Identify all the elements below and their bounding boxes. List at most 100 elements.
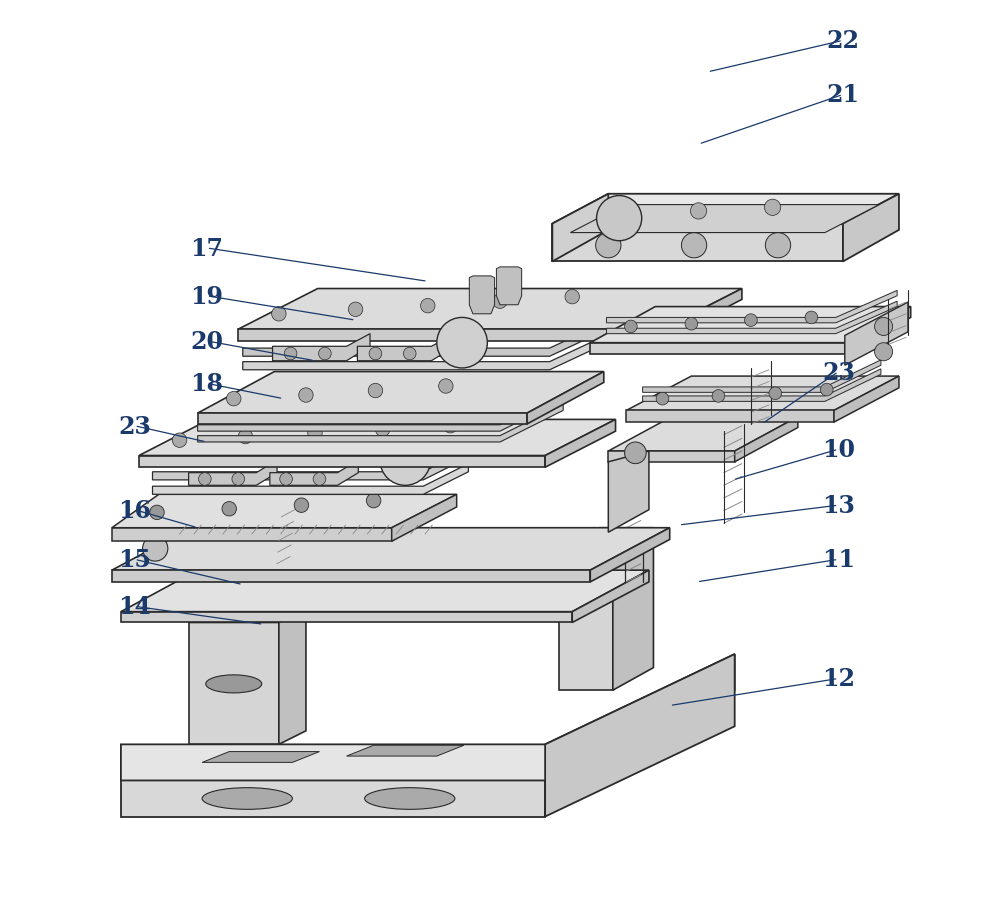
- Text: 19: 19: [190, 284, 223, 309]
- Polygon shape: [552, 224, 843, 262]
- Circle shape: [313, 473, 326, 486]
- Circle shape: [685, 318, 698, 330]
- Circle shape: [375, 423, 390, 437]
- Polygon shape: [643, 360, 881, 393]
- Circle shape: [299, 388, 313, 403]
- Circle shape: [656, 393, 669, 405]
- Circle shape: [625, 321, 637, 333]
- Polygon shape: [469, 276, 495, 314]
- Circle shape: [380, 435, 430, 486]
- Polygon shape: [238, 330, 662, 341]
- Polygon shape: [572, 571, 649, 623]
- Text: 21: 21: [826, 83, 859, 107]
- Text: 11: 11: [822, 548, 855, 572]
- Circle shape: [439, 379, 453, 394]
- Polygon shape: [189, 623, 279, 745]
- Polygon shape: [607, 291, 897, 323]
- Polygon shape: [845, 303, 908, 366]
- Polygon shape: [552, 194, 608, 262]
- Circle shape: [366, 494, 381, 508]
- Circle shape: [143, 536, 168, 562]
- Circle shape: [493, 294, 507, 309]
- Polygon shape: [545, 420, 616, 468]
- Polygon shape: [273, 334, 370, 361]
- Circle shape: [745, 314, 757, 327]
- Circle shape: [805, 312, 818, 324]
- Circle shape: [294, 498, 309, 513]
- Circle shape: [769, 387, 782, 400]
- Ellipse shape: [365, 787, 455, 809]
- Polygon shape: [527, 372, 604, 424]
- Polygon shape: [608, 452, 735, 462]
- Polygon shape: [608, 417, 798, 452]
- Circle shape: [368, 384, 383, 398]
- Polygon shape: [559, 551, 613, 691]
- Polygon shape: [238, 289, 742, 330]
- Polygon shape: [189, 461, 277, 486]
- Text: 16: 16: [118, 498, 151, 522]
- Circle shape: [199, 473, 211, 486]
- Polygon shape: [643, 369, 881, 402]
- Polygon shape: [662, 289, 742, 341]
- Polygon shape: [735, 417, 798, 462]
- Text: 10: 10: [822, 438, 855, 461]
- Circle shape: [227, 392, 241, 406]
- Polygon shape: [152, 450, 468, 480]
- Circle shape: [765, 233, 791, 258]
- Polygon shape: [121, 612, 572, 623]
- Polygon shape: [626, 377, 899, 411]
- Circle shape: [712, 390, 725, 403]
- Polygon shape: [392, 495, 457, 542]
- Circle shape: [875, 343, 893, 361]
- Polygon shape: [559, 528, 653, 551]
- Circle shape: [172, 433, 187, 448]
- Text: 15: 15: [118, 548, 151, 572]
- Polygon shape: [198, 372, 604, 414]
- Circle shape: [238, 430, 253, 444]
- Text: 20: 20: [190, 330, 223, 353]
- Circle shape: [437, 318, 487, 368]
- Circle shape: [625, 442, 646, 464]
- Polygon shape: [139, 420, 616, 456]
- Text: 23: 23: [118, 414, 151, 438]
- Polygon shape: [570, 205, 879, 233]
- Circle shape: [421, 299, 435, 313]
- Polygon shape: [834, 377, 899, 423]
- Text: 22: 22: [826, 29, 859, 53]
- Polygon shape: [496, 267, 522, 305]
- Circle shape: [222, 502, 236, 517]
- Circle shape: [596, 233, 621, 258]
- Polygon shape: [112, 528, 392, 542]
- Circle shape: [681, 233, 707, 258]
- Circle shape: [369, 348, 382, 360]
- Polygon shape: [112, 495, 457, 528]
- Polygon shape: [590, 528, 670, 582]
- Circle shape: [232, 473, 245, 486]
- Polygon shape: [198, 405, 563, 442]
- Circle shape: [443, 419, 458, 433]
- Polygon shape: [590, 343, 845, 354]
- Text: 18: 18: [190, 372, 223, 396]
- Text: 13: 13: [822, 494, 855, 517]
- Circle shape: [319, 348, 331, 360]
- Circle shape: [150, 506, 164, 520]
- Polygon shape: [843, 194, 899, 262]
- Polygon shape: [607, 302, 897, 334]
- Polygon shape: [112, 571, 590, 582]
- Ellipse shape: [625, 537, 643, 546]
- Circle shape: [308, 426, 322, 441]
- Text: 12: 12: [822, 666, 855, 691]
- Ellipse shape: [202, 787, 292, 809]
- Polygon shape: [626, 411, 834, 423]
- Circle shape: [820, 384, 833, 396]
- Circle shape: [764, 200, 781, 216]
- Polygon shape: [121, 655, 735, 780]
- Polygon shape: [545, 655, 735, 816]
- Text: 23: 23: [822, 360, 855, 384]
- Polygon shape: [243, 323, 604, 357]
- Ellipse shape: [206, 675, 262, 694]
- Polygon shape: [152, 464, 468, 495]
- Text: 17: 17: [190, 237, 223, 261]
- Circle shape: [272, 307, 286, 321]
- Polygon shape: [845, 307, 911, 354]
